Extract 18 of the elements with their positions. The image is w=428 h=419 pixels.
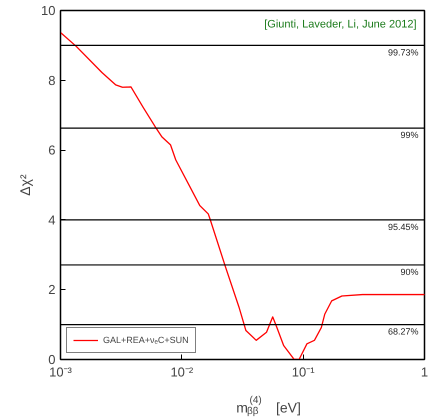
y-tick-label: 10 — [41, 3, 56, 18]
annotation: 68.27% — [388, 326, 419, 337]
legend-label: GAL+REA+νₑC+SUN — [103, 335, 189, 345]
annotation: 95.45% — [388, 222, 419, 232]
annotation: 99.73% — [388, 47, 419, 58]
annotation: [Giunti, Laveder, Li, June 2012] — [264, 18, 417, 30]
y-tick-label: 0 — [48, 352, 56, 367]
y-tick-label: 2 — [48, 282, 56, 298]
x-tick-label: 10⁻² — [170, 364, 194, 380]
y-tick-label: 8 — [48, 72, 56, 88]
annotation: 99% — [400, 130, 418, 140]
y-axis-title: Δχ² — [17, 174, 34, 196]
annotation: 90% — [400, 266, 418, 277]
x-tick-label: 1 — [420, 364, 428, 380]
x-tick-label: 10⁻¹ — [292, 364, 316, 380]
x-tick-label: 10⁻³ — [49, 364, 73, 380]
y-tick-label: 4 — [48, 212, 56, 228]
y-tick-label: 6 — [48, 142, 56, 158]
